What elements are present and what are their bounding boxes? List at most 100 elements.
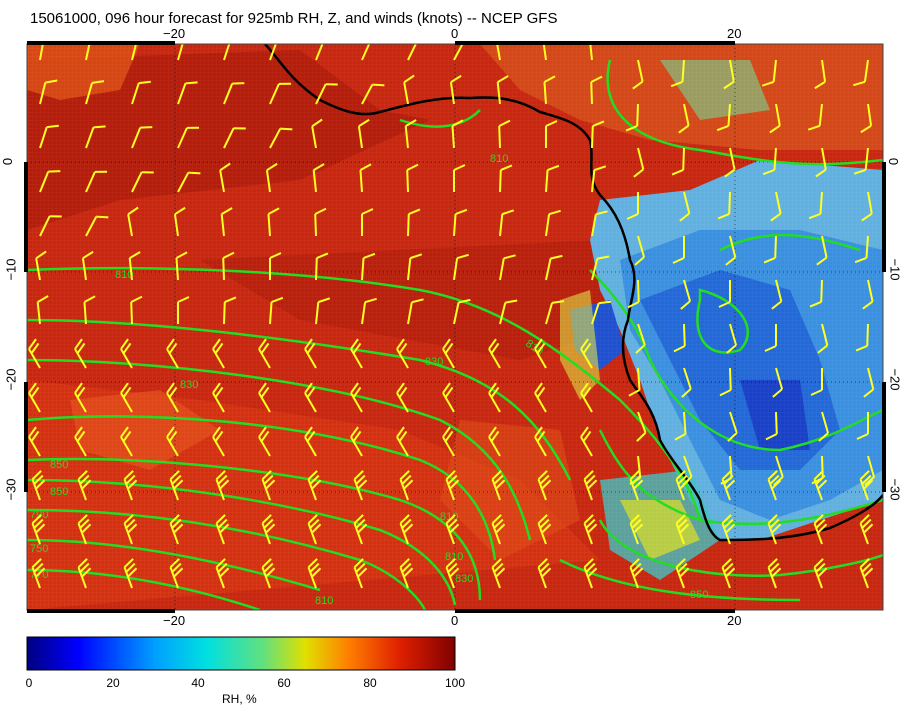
lon-tick-bottom: −20 bbox=[163, 613, 186, 628]
wind-barb bbox=[580, 426, 593, 457]
wind-barb bbox=[399, 514, 414, 545]
lat-tick-left: −10 bbox=[3, 258, 19, 281]
wind-barb bbox=[636, 411, 647, 442]
wind-barb bbox=[449, 74, 462, 105]
wind-barb bbox=[350, 338, 363, 369]
wind-barb bbox=[353, 514, 368, 545]
wind-barb bbox=[77, 514, 92, 545]
wind-barb bbox=[169, 558, 184, 589]
wind-barb bbox=[491, 470, 506, 501]
wind-barb bbox=[173, 206, 186, 237]
wind-barb bbox=[31, 514, 46, 545]
wind-barb bbox=[626, 192, 639, 220]
wind-barb bbox=[396, 382, 409, 413]
wind-barb bbox=[304, 426, 317, 457]
wind-barb bbox=[406, 163, 419, 193]
wind-barb bbox=[856, 412, 869, 440]
contour-label: 810 bbox=[315, 595, 333, 607]
wind-barb bbox=[215, 558, 230, 589]
wind-barb bbox=[350, 382, 363, 413]
wind-barb bbox=[724, 147, 736, 178]
wind-barb bbox=[674, 411, 687, 441]
height-contours bbox=[27, 59, 883, 610]
wind-barb bbox=[307, 514, 322, 545]
wind-barb bbox=[675, 470, 690, 501]
lat-tick-right: 0 bbox=[886, 157, 902, 166]
wind-barb bbox=[128, 251, 141, 281]
wind-barb bbox=[721, 470, 736, 501]
wind-barb bbox=[77, 470, 92, 501]
wind-barb bbox=[772, 367, 784, 398]
wind-barb bbox=[85, 215, 109, 237]
colorbar-tick: 40 bbox=[191, 676, 205, 690]
lon-tick-top: −20 bbox=[163, 26, 186, 41]
contour-label: 850 bbox=[690, 589, 708, 601]
contour-label: 830 bbox=[180, 379, 198, 391]
wind-barb bbox=[83, 295, 96, 325]
wind-barb bbox=[625, 103, 639, 132]
wind-barb bbox=[36, 295, 49, 325]
wind-barb bbox=[28, 382, 41, 413]
wind-barb bbox=[859, 558, 874, 589]
wind-barb bbox=[590, 75, 603, 105]
wind-barb bbox=[853, 147, 869, 175]
wind-barb bbox=[269, 82, 292, 105]
wind-barb bbox=[403, 74, 415, 105]
wind-barb bbox=[451, 119, 464, 149]
wind-barb bbox=[499, 254, 516, 281]
wind-barb bbox=[31, 470, 46, 501]
contour-label: 750 bbox=[30, 543, 48, 555]
wind-barb bbox=[123, 514, 138, 545]
contour-label: 830 bbox=[425, 356, 443, 368]
colorbar-tick: 0 bbox=[25, 676, 33, 690]
wind-barb bbox=[407, 253, 423, 281]
wind-barb bbox=[727, 411, 738, 442]
wind-barb bbox=[219, 162, 231, 193]
colorbar-tick: 20 bbox=[106, 676, 120, 690]
wind-barb bbox=[261, 514, 276, 545]
wind-barb bbox=[166, 338, 179, 369]
wind-barb bbox=[488, 338, 501, 369]
wind-barb bbox=[453, 253, 469, 281]
wind-barb bbox=[808, 191, 823, 220]
wind-barb bbox=[635, 323, 646, 354]
wind-barb bbox=[580, 382, 593, 413]
wind-barb bbox=[267, 207, 280, 237]
wind-barb bbox=[453, 298, 471, 325]
wind-barb bbox=[675, 558, 690, 589]
wind-barb bbox=[545, 209, 561, 237]
wind-barb bbox=[74, 338, 87, 369]
wind-barb bbox=[120, 426, 133, 457]
wind-barb bbox=[223, 296, 237, 325]
wind-barb bbox=[721, 558, 736, 589]
wind-barb bbox=[817, 323, 829, 354]
wind-barb bbox=[304, 338, 317, 369]
wind-barb bbox=[445, 470, 460, 501]
wind-barb bbox=[120, 338, 133, 369]
contour-label: 810 bbox=[440, 511, 458, 523]
wind-barb bbox=[629, 558, 644, 589]
wind-barb bbox=[39, 44, 45, 61]
wind-barb bbox=[123, 470, 138, 501]
wind-barb bbox=[258, 426, 271, 457]
wind-barb bbox=[816, 235, 828, 266]
wind-barb bbox=[854, 235, 869, 264]
wind-barb bbox=[220, 207, 233, 237]
wind-barb bbox=[131, 44, 139, 61]
axis-border bbox=[24, 41, 886, 613]
wind-barb bbox=[361, 297, 377, 325]
wind-barb bbox=[396, 338, 409, 369]
wind-barb bbox=[681, 367, 692, 398]
lat-tick-left: −20 bbox=[3, 368, 19, 391]
coastline bbox=[264, 44, 883, 542]
wind-barb bbox=[361, 208, 374, 236]
wind-barb bbox=[223, 82, 245, 105]
wind-barb bbox=[818, 411, 830, 442]
wind-barb bbox=[491, 558, 506, 589]
wind-barb bbox=[258, 338, 271, 369]
wind-barb bbox=[265, 162, 278, 193]
wind-barb bbox=[453, 44, 466, 61]
wind-barb bbox=[258, 382, 271, 413]
wind-barb bbox=[28, 426, 41, 457]
wind-barb bbox=[175, 251, 188, 281]
